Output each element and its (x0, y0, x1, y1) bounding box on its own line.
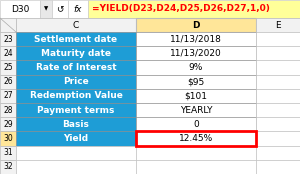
Text: Maturity date: Maturity date (41, 49, 111, 58)
Bar (136, 89, 256, 103)
Bar (136, 32, 256, 46)
Bar (136, 146, 256, 160)
Text: ↺: ↺ (56, 5, 64, 14)
Text: 26: 26 (3, 77, 13, 86)
Text: D30: D30 (11, 5, 29, 14)
Bar (136, 131, 256, 146)
Bar (68, 0, 88, 18)
Bar (0, 146, 16, 160)
Text: 0: 0 (193, 120, 199, 129)
Bar (256, 75, 300, 89)
Text: Price: Price (63, 77, 89, 86)
Bar (0, 117, 16, 131)
Bar (0, 160, 16, 174)
Text: fx: fx (74, 5, 82, 14)
Bar (0, 103, 16, 117)
Text: $101: $101 (184, 91, 208, 100)
Bar (16, 46, 136, 60)
Text: 24: 24 (3, 49, 13, 58)
Bar (16, 146, 136, 160)
Text: 32: 32 (3, 162, 13, 171)
Bar (16, 75, 136, 89)
Bar (0, 18, 16, 32)
Bar (0, 18, 16, 32)
Text: Yield: Yield (63, 134, 88, 143)
Text: 30: 30 (3, 134, 13, 143)
Text: $95: $95 (188, 77, 205, 86)
Bar (256, 117, 300, 131)
Bar (16, 18, 136, 32)
Bar (52, 0, 68, 18)
Text: =YIELD(D23,D24,D25,D26,D27,1,0): =YIELD(D23,D24,D25,D26,D27,1,0) (92, 5, 270, 14)
Text: C: C (73, 21, 79, 30)
Bar (0, 89, 16, 103)
Bar (136, 60, 256, 75)
Bar (0, 131, 16, 146)
Bar (0, 75, 16, 89)
Bar (256, 46, 300, 60)
Bar (16, 89, 136, 103)
Bar (88, 0, 300, 18)
Text: Redemption Value: Redemption Value (30, 91, 122, 100)
Text: 11/13/2020: 11/13/2020 (170, 49, 222, 58)
Bar (40, 0, 52, 18)
Bar (0, 60, 16, 75)
Bar (136, 117, 256, 131)
Bar (16, 60, 136, 75)
Text: 12.45%: 12.45% (179, 134, 213, 143)
Text: YEARLY: YEARLY (180, 106, 212, 115)
Text: 29: 29 (3, 120, 13, 129)
Bar (256, 60, 300, 75)
Text: 23: 23 (3, 35, 13, 44)
Bar (136, 75, 256, 89)
Bar (256, 32, 300, 46)
Bar (256, 131, 300, 146)
Bar (136, 160, 256, 174)
Text: 11/13/2018: 11/13/2018 (170, 35, 222, 44)
Text: Payment terms: Payment terms (37, 106, 115, 115)
Text: 28: 28 (3, 106, 13, 115)
Text: E: E (275, 21, 281, 30)
Bar (256, 160, 300, 174)
Bar (0, 0, 40, 18)
Bar (256, 103, 300, 117)
Bar (256, 146, 300, 160)
Text: 27: 27 (3, 91, 13, 100)
Text: 31: 31 (3, 148, 13, 157)
Bar (0, 32, 16, 46)
Bar (136, 18, 256, 32)
Text: 9%: 9% (189, 63, 203, 72)
Bar (256, 89, 300, 103)
Bar (16, 32, 136, 46)
Bar (16, 160, 136, 174)
Bar (16, 117, 136, 131)
Text: Basis: Basis (63, 120, 89, 129)
Bar (136, 46, 256, 60)
Text: 25: 25 (3, 63, 13, 72)
Bar (16, 103, 136, 117)
Text: Rate of Interest: Rate of Interest (36, 63, 116, 72)
Bar (16, 131, 136, 146)
Bar (0, 46, 16, 60)
Text: Settlement date: Settlement date (34, 35, 118, 44)
Bar (256, 18, 300, 32)
Bar (136, 103, 256, 117)
Bar (136, 131, 256, 146)
Text: ▼: ▼ (44, 6, 48, 11)
Text: D: D (192, 21, 200, 30)
